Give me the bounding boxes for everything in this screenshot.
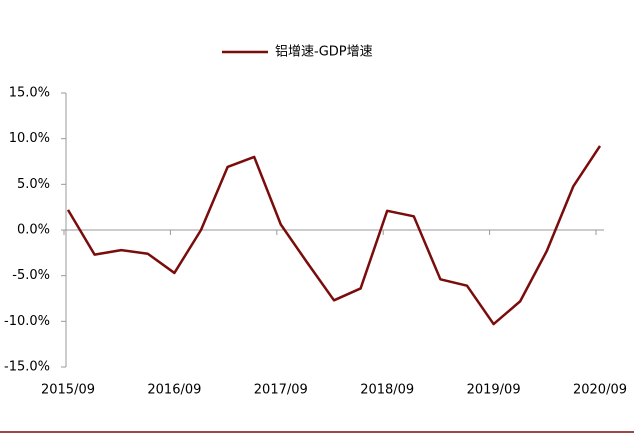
x-tick-label: 2015/09	[41, 383, 95, 398]
y-tick-label: -15.0%	[4, 360, 50, 375]
x-tick-label: 2020/09	[573, 383, 627, 398]
y-tick-label: 10.0%	[9, 131, 50, 146]
y-tick-label: 0.0%	[17, 223, 50, 238]
y-tick-label: 5.0%	[17, 177, 50, 192]
y-tick-label: 15.0%	[9, 86, 50, 101]
legend-label: 铝增速-GDP增速	[275, 45, 373, 60]
y-tick-label: -10.0%	[4, 314, 50, 329]
x-tick-label: 2016/09	[147, 383, 201, 398]
x-tick-label: 2018/09	[360, 383, 414, 398]
series-line	[66, 145, 602, 326]
y-tick-label: -5.0%	[12, 268, 50, 283]
x-tick-label: 2017/09	[254, 383, 308, 398]
x-tick-label: 2019/09	[467, 383, 521, 398]
